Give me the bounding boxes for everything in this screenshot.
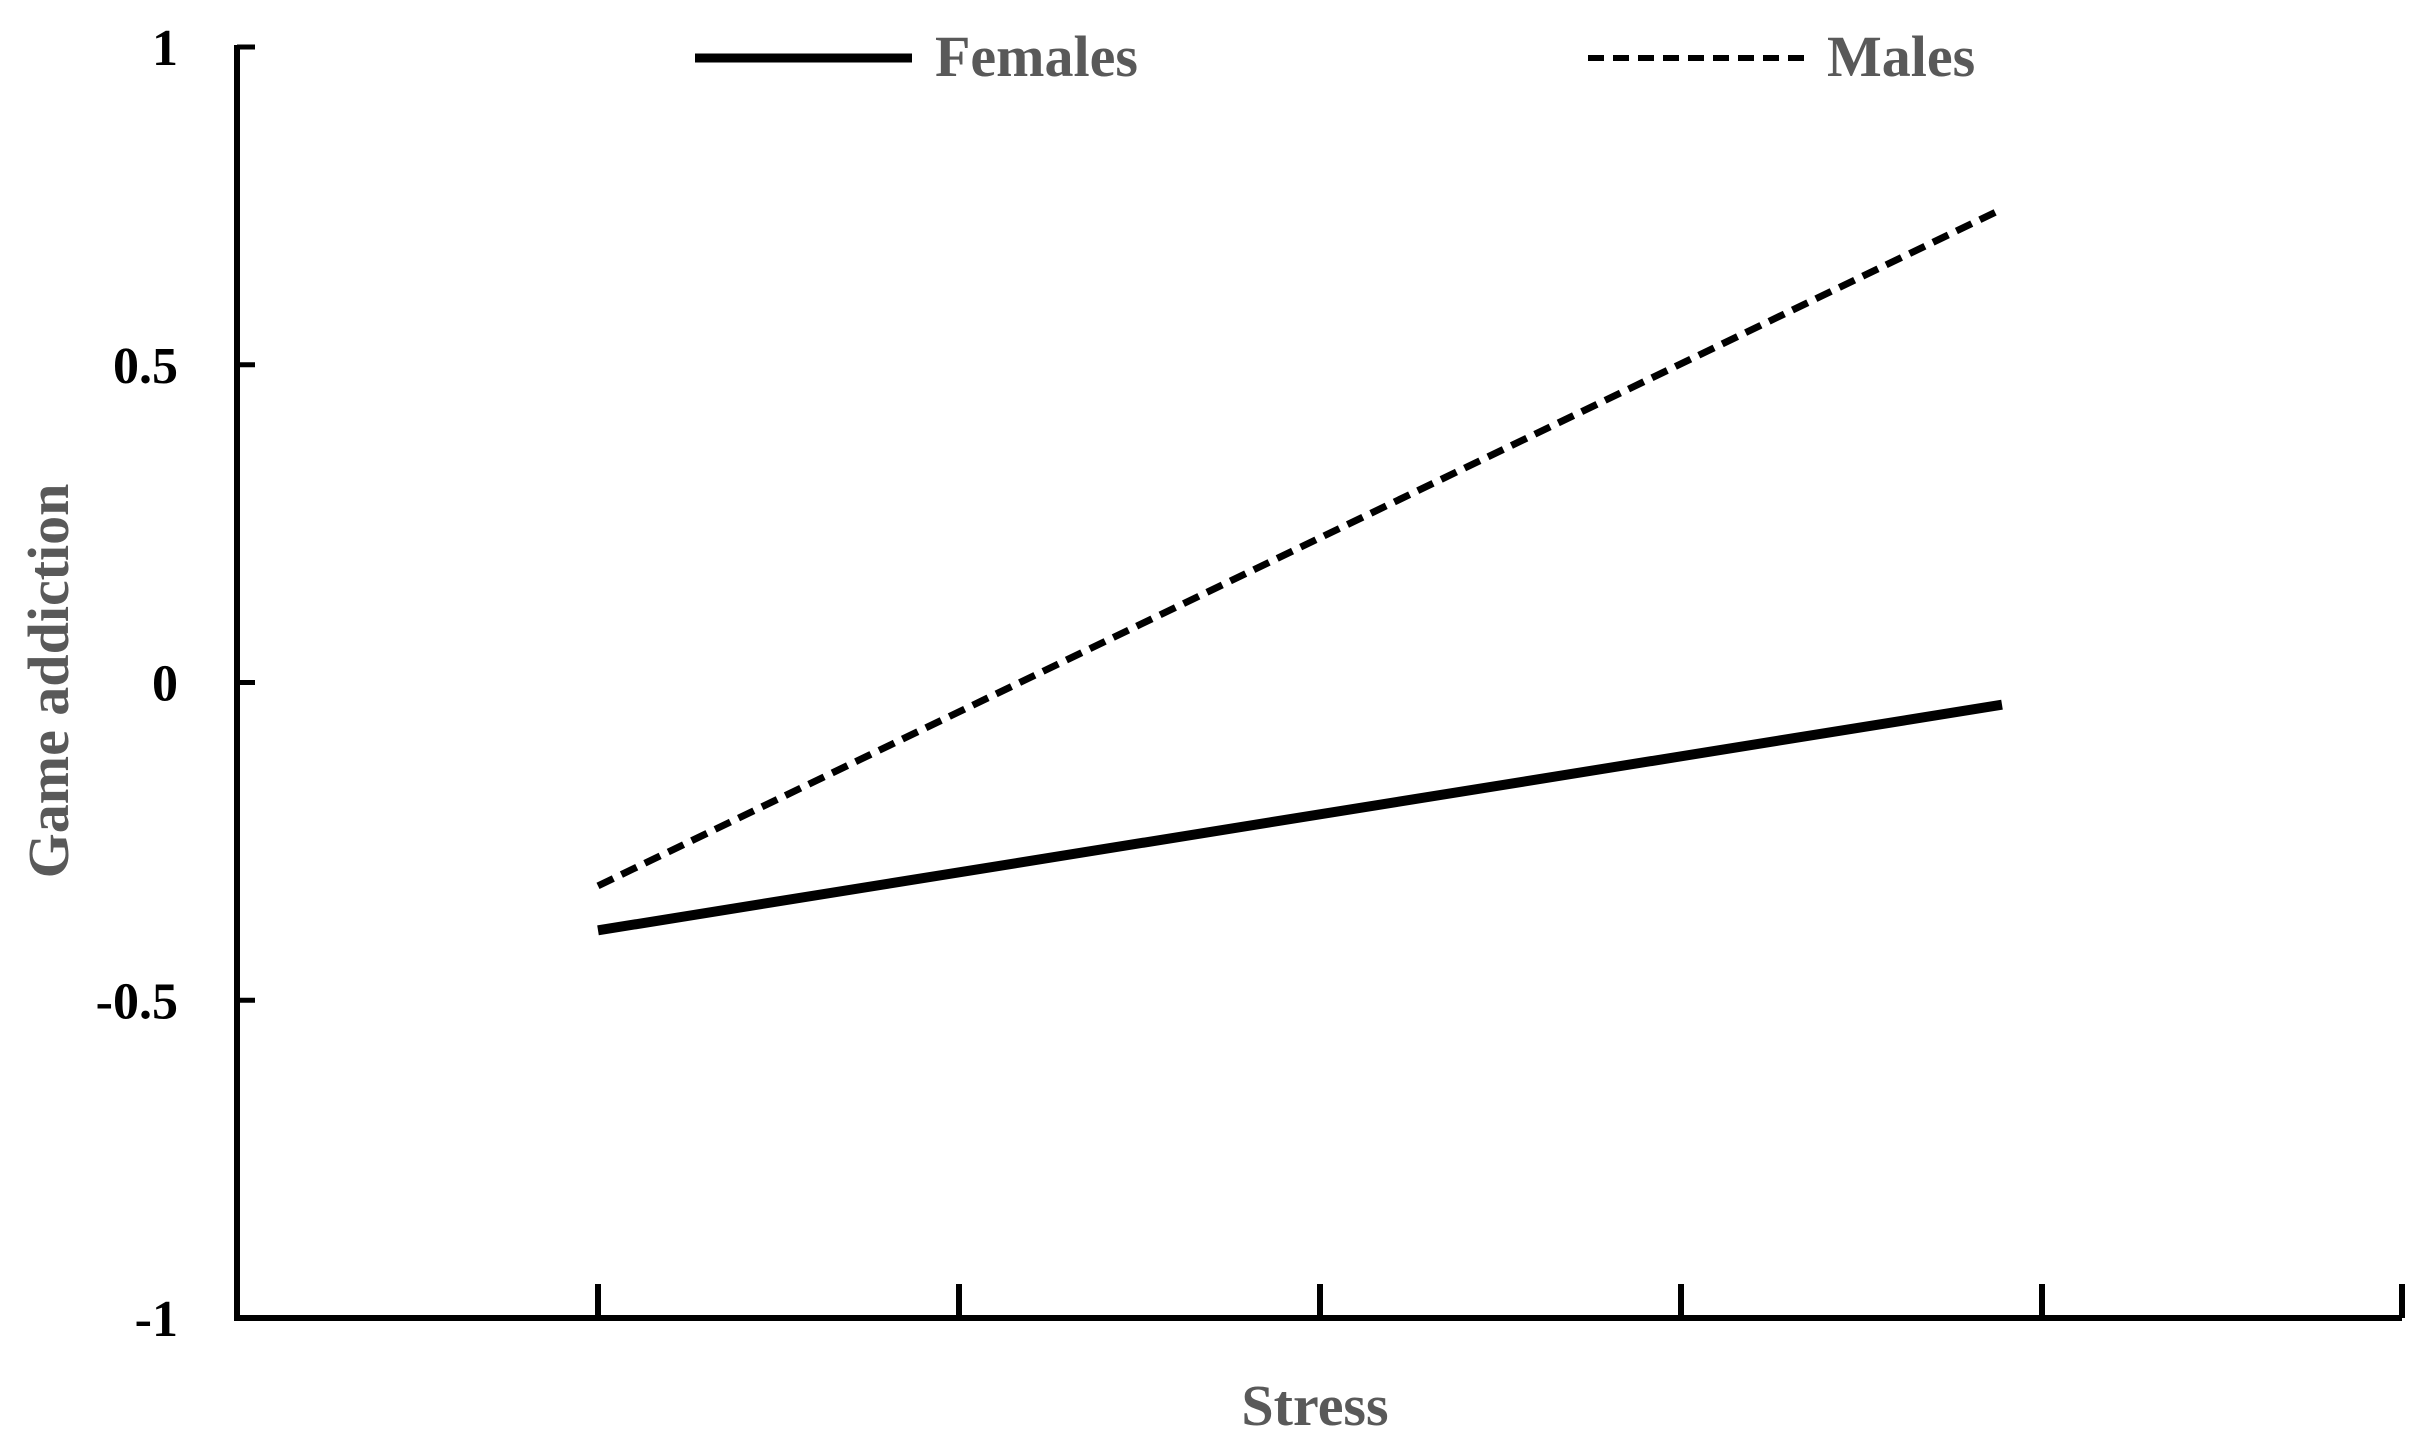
y-tick-label: 0 bbox=[152, 656, 178, 713]
y-tick-label: -1 bbox=[135, 1291, 178, 1348]
x-ticks bbox=[595, 1284, 2405, 1318]
legend-label-males: Males bbox=[1827, 24, 1975, 89]
series-layer bbox=[596, 205, 2004, 936]
legend-label-females: Females bbox=[935, 24, 1138, 89]
x-axis-title: Stress bbox=[1241, 1373, 1388, 1438]
y-tick-label: 0.5 bbox=[113, 338, 178, 395]
legend: Females Males bbox=[695, 24, 1975, 89]
y-tick-label: 1 bbox=[152, 20, 178, 77]
series-line-males bbox=[596, 205, 2004, 890]
series-line-females bbox=[597, 699, 2003, 936]
y-axis-title: Game addiction bbox=[16, 484, 81, 879]
y-ticks: 1 0.5 0 -0.5 -1 bbox=[96, 20, 255, 1348]
y-tick-label: -0.5 bbox=[96, 973, 178, 1030]
